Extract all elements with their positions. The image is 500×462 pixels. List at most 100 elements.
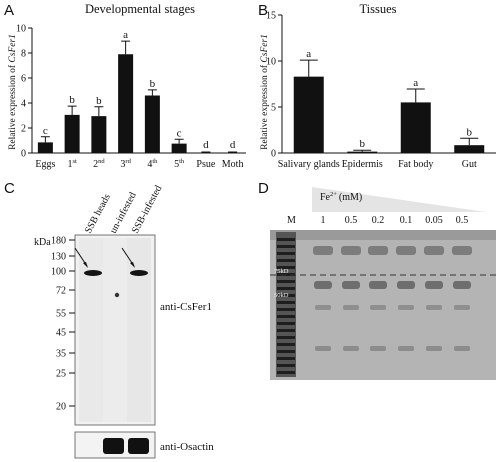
significance-letter: b [96, 95, 102, 107]
x-tick-label: 2nd [93, 158, 105, 170]
sample-band-mid [370, 305, 386, 310]
concentration-label: 0.2 [372, 215, 385, 226]
y-tick-label: 2 [21, 124, 26, 135]
significance-letter: a [123, 29, 128, 41]
ladder-band [277, 280, 295, 283]
marker-label: 130 [51, 252, 66, 263]
actin-band-un-infested [103, 438, 124, 454]
sample-band-low [370, 346, 386, 351]
gel-top-edge [270, 230, 496, 240]
marker-label: 20 [56, 402, 66, 413]
sample-band-top [452, 246, 472, 255]
y-tick-label: 0 [21, 149, 26, 160]
chart-a-ylabel: Relative expression of CsFer1 [7, 34, 18, 150]
y-tick-label: 5 [271, 103, 276, 114]
sample-band-mid [343, 305, 359, 310]
sample-band-mid [426, 305, 442, 310]
significance-letter: d [203, 139, 209, 151]
blot-spot [115, 293, 119, 297]
ladder-band [277, 301, 295, 304]
actin-band-ssb-infested [128, 438, 149, 454]
concentration-label: 0.5 [345, 215, 358, 226]
lane-label-marker: M [287, 215, 296, 226]
significance-letter: a [413, 77, 418, 89]
concentration-label: 1 [321, 215, 326, 226]
x-tick-label: Epidermis [342, 159, 383, 170]
ladder-band [277, 336, 295, 339]
significance-letter: a [306, 48, 311, 60]
x-tick-label: Psue [196, 159, 215, 170]
tissues-chart: Tissues Relative expression of CsFer1 0 5… [250, 0, 500, 180]
sample-band-low [398, 346, 414, 351]
significance-letter: b [69, 94, 75, 106]
ladder-band [277, 259, 295, 262]
y-tick-label: 8 [21, 49, 26, 60]
sample-band-main [425, 281, 443, 289]
x-tick-label: Eggs [35, 159, 55, 170]
ladder-band [277, 322, 295, 325]
bar [347, 152, 377, 153]
anti-csfer1-label: anti-CsFer1 [160, 301, 212, 313]
bar [65, 115, 80, 153]
x-tick-label: Gut [462, 159, 477, 170]
blot-lane-2 [103, 238, 127, 422]
sample-band-low [426, 346, 442, 351]
ladder-band [277, 308, 295, 311]
bar [91, 116, 106, 153]
marker-label: 45 [56, 328, 66, 339]
y-tick-label: 10 [266, 57, 276, 68]
bar [294, 77, 324, 153]
sample-band-mid [315, 305, 331, 310]
sample-band-top [368, 246, 388, 255]
csfer1-band-heads [84, 270, 102, 276]
ladder-band [277, 364, 295, 367]
marker-label: 180 [51, 236, 66, 247]
kda-label: kDa [34, 237, 51, 248]
sample-band-top [396, 246, 416, 255]
ladder-band [277, 350, 295, 353]
ladder-band [277, 371, 295, 374]
ladder-band [277, 252, 295, 255]
y-tick-label: 0 [271, 149, 276, 160]
concentration-label: 0.1 [400, 215, 413, 226]
ladder-band [277, 329, 295, 332]
chart-b-title: Tissues [359, 2, 396, 16]
sample-band-main [453, 281, 471, 289]
marker-label: 72 [56, 286, 66, 297]
sample-band-low [343, 346, 359, 351]
ladder-band [277, 287, 295, 290]
sample-band-mid [398, 305, 414, 310]
x-tick-label: Salivary glands [278, 159, 340, 170]
ladder-band [277, 315, 295, 318]
sample-band-low [315, 346, 331, 351]
significance-letter: b [150, 78, 156, 90]
marker-50kd-label: 50kD [274, 292, 289, 299]
bar [38, 142, 53, 153]
x-tick-label: 1st [67, 158, 77, 170]
sample-band-main [342, 281, 360, 289]
sample-band-mid [454, 305, 470, 310]
sample-band-low [454, 346, 470, 351]
bar [118, 54, 133, 153]
sample-band-main [397, 281, 415, 289]
bar [172, 144, 187, 153]
ladder-band [277, 238, 295, 241]
y-tick-label: 6 [21, 74, 26, 85]
significance-letter: c [43, 125, 48, 137]
bar [454, 145, 484, 153]
x-tick-label: 4th [147, 158, 158, 170]
bar [145, 96, 160, 154]
significance-letter: d [230, 139, 236, 151]
y-tick-label: 10 [16, 24, 26, 35]
marker-label: 35 [56, 349, 66, 360]
blot-lane-1 [79, 238, 103, 422]
bar [401, 102, 431, 153]
developmental-stages-chart: Developmental stages Relative expression… [0, 0, 250, 180]
lane-label-ssb-infested: SSB-infested [130, 184, 164, 236]
x-tick-label: Fat body [398, 159, 433, 170]
chart-a-title: Developmental stages [85, 2, 195, 16]
blot-lane-3 [127, 238, 151, 422]
anti-osactin-label: anti-Osactin [160, 441, 214, 453]
concentration-label: 0.5 [456, 215, 469, 226]
marker-label: 55 [56, 309, 66, 320]
